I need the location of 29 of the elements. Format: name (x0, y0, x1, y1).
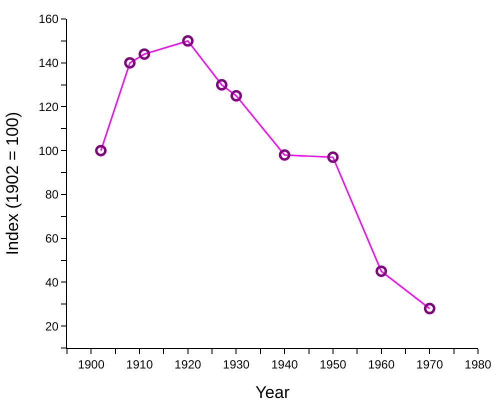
x-tick-label: 1950 (320, 357, 347, 372)
y-tick-label: 40 (45, 275, 59, 290)
point (327, 151, 339, 163)
point (138, 48, 150, 60)
x-axis-title: Year (255, 382, 290, 402)
y-axis-title: Index (1902 = 100) (3, 112, 22, 256)
x-tick-label: 1910 (126, 357, 154, 372)
y-tick-label: 120 (38, 100, 59, 114)
point (95, 144, 107, 156)
point (216, 79, 228, 91)
y-tick-label: 60 (45, 232, 59, 246)
x-tick-label: 1930 (222, 357, 250, 372)
x-tick-label: 1960 (368, 357, 395, 372)
point (376, 265, 388, 277)
y-tick-label: 160 (38, 12, 59, 26)
point (182, 35, 194, 47)
point (424, 302, 436, 314)
y-tick-label: 100 (38, 144, 59, 158)
point (124, 57, 136, 69)
point (278, 149, 290, 161)
x-tick-label: 1920 (174, 357, 202, 372)
x-tick-label: 1940 (271, 357, 298, 372)
point (230, 90, 242, 102)
y-tick-label: 20 (45, 319, 59, 334)
y-tick-label: 80 (45, 188, 59, 202)
x-tick-label: 1900 (78, 357, 105, 372)
y-tick-label: 140 (38, 56, 59, 70)
x-tick-label: 1980 (464, 357, 492, 372)
x-tick-label: 1970 (416, 357, 444, 372)
